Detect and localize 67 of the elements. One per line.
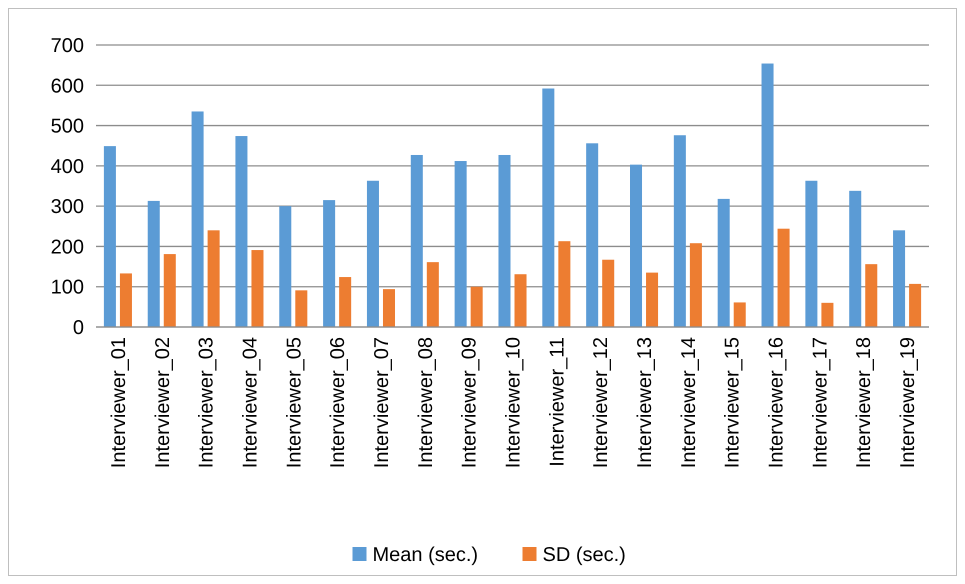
x-tick-label: Interviewer_03 — [196, 337, 218, 468]
x-tick-label: Interviewer_15 — [722, 337, 744, 468]
x-tick-label: Interviewer_06 — [327, 337, 350, 468]
bar — [542, 88, 554, 327]
y-tick-label: 400 — [50, 156, 84, 178]
bar — [208, 230, 220, 327]
bar — [805, 180, 818, 327]
y-tick-label: 100 — [50, 276, 84, 299]
bar — [865, 264, 878, 327]
bar — [366, 180, 379, 327]
bar — [192, 111, 204, 327]
bar — [646, 272, 658, 327]
bar — [690, 243, 702, 327]
y-tick-label: 500 — [50, 116, 84, 138]
y-tick-label: 300 — [50, 196, 84, 218]
y-tick-label: 0 — [72, 317, 84, 339]
legend-label: Mean (sec.) — [372, 544, 478, 566]
bar — [410, 154, 423, 327]
bar — [164, 254, 176, 327]
bar — [279, 206, 292, 327]
y-tick-label: 700 — [50, 35, 84, 57]
x-tick-label: Interviewer_13 — [634, 337, 656, 468]
x-tick-label: Interviewer_12 — [590, 337, 612, 468]
bar — [762, 64, 774, 327]
x-tick-label: Interviewer_19 — [897, 337, 920, 468]
x-tick-label: Interviewer_07 — [370, 337, 393, 468]
x-tick-label: Interviewer_02 — [152, 337, 174, 468]
bar — [630, 164, 642, 327]
x-tick-label: Interviewer_08 — [414, 337, 437, 468]
x-tick-label: Interviewer_14 — [678, 337, 700, 468]
x-tick-label: Interviewer_05 — [283, 337, 306, 468]
y-tick-label: 200 — [50, 236, 84, 258]
bar — [339, 277, 352, 327]
bar — [498, 154, 510, 327]
bar — [470, 286, 483, 327]
bar — [849, 190, 862, 327]
bar — [454, 161, 467, 327]
x-tick-label: Interviewer_17 — [809, 337, 832, 468]
bar — [235, 136, 248, 327]
x-tick-label: Interviewer_10 — [502, 337, 524, 468]
x-tick-label: Interviewer_16 — [766, 337, 788, 468]
bar — [558, 241, 570, 327]
bar — [893, 230, 906, 327]
legend-label: SD (sec.) — [542, 544, 626, 566]
x-tick-label: Interviewer_09 — [458, 337, 481, 468]
x-tick-label: Interviewer_01 — [108, 337, 130, 468]
bar — [295, 290, 308, 327]
bar — [718, 198, 730, 327]
bar — [426, 262, 439, 327]
bar — [148, 200, 160, 327]
x-tick-label: Interviewer_18 — [853, 337, 876, 468]
bar — [104, 146, 116, 327]
x-tick-label: Interviewer_11 — [546, 337, 568, 467]
bar — [909, 284, 922, 327]
bar — [821, 302, 834, 327]
bar — [382, 289, 396, 327]
bar — [778, 228, 790, 327]
bar — [251, 250, 264, 327]
bar — [514, 274, 527, 327]
bar — [586, 143, 598, 327]
y-tick-label: 600 — [50, 75, 84, 98]
x-tick-label: Interviewer_04 — [239, 337, 262, 468]
bar — [323, 200, 336, 327]
bar — [602, 260, 614, 327]
bar — [120, 273, 132, 327]
bar — [674, 135, 686, 327]
bar — [734, 302, 746, 327]
